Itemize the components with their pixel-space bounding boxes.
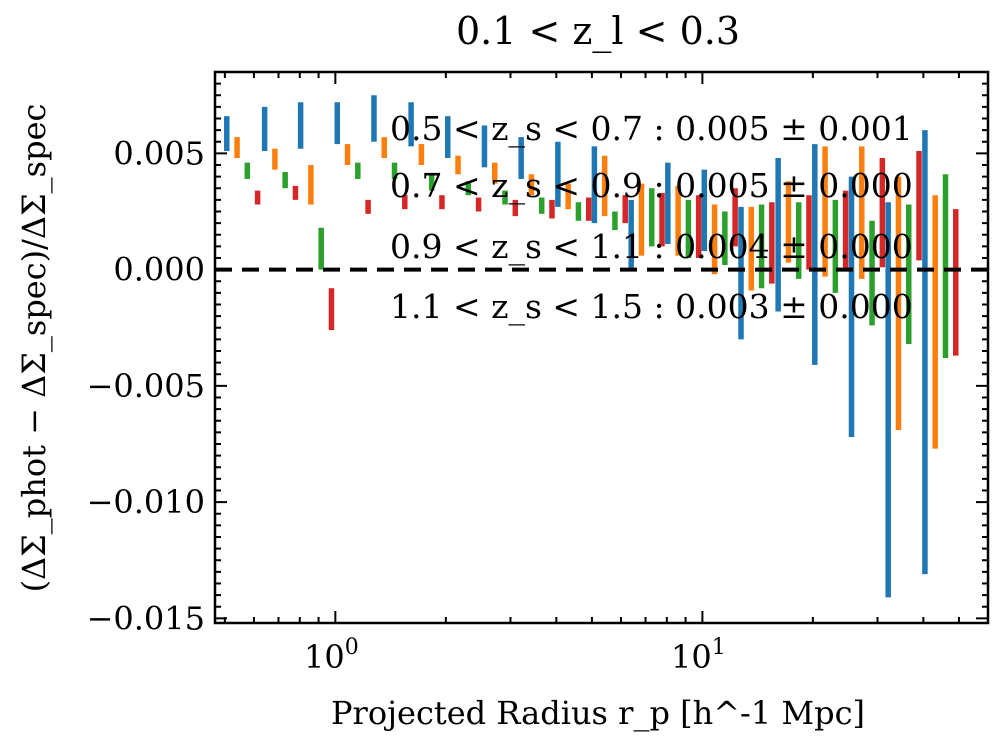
x-tick-label: 101 [671,635,726,676]
legend: 0.5 < z_s < 0.7 : 0.005 ± 0.001 0.7 < z_s… [390,109,913,327]
title-text: 0.1 < z_l < 0.3 [456,9,740,54]
x-tick-label: 100 [304,635,359,676]
ticks-layer: 0.005 0.000 −0.005 −0.010 −0.015 100 101 [87,71,989,676]
chart-title: 0.1 < z_l < 0.3 [456,9,740,54]
y-tick-label: −0.010 [87,483,205,521]
axes-frame [213,70,990,625]
legend-entry-4: 1.1 < z_s < 1.5 : 0.003 ± 0.000 [390,287,913,327]
legend-entry-3: 0.9 < z_s < 1.1 : 0.004 ± 0.000 [390,227,913,267]
y-tick-label: −0.015 [87,599,205,637]
y-tick-label: −0.005 [87,367,205,405]
y-axis-label: (ΔΣ_phot − ΔΣ_spec)/ΔΣ_spec [15,104,53,593]
legend-entry-2: 0.7 < z_s < 0.9 : 0.005 ± 0.000 [390,166,913,206]
y-tick-label: 0.005 [113,134,205,172]
x-axis-label: Projected Radius r_p [h^-1 Mpc] [331,694,865,732]
errorbar-layer [224,95,959,598]
legend-entry-1: 0.5 < z_s < 0.7 : 0.005 ± 0.001 [390,109,913,149]
y-tick-label: 0.000 [113,251,205,289]
